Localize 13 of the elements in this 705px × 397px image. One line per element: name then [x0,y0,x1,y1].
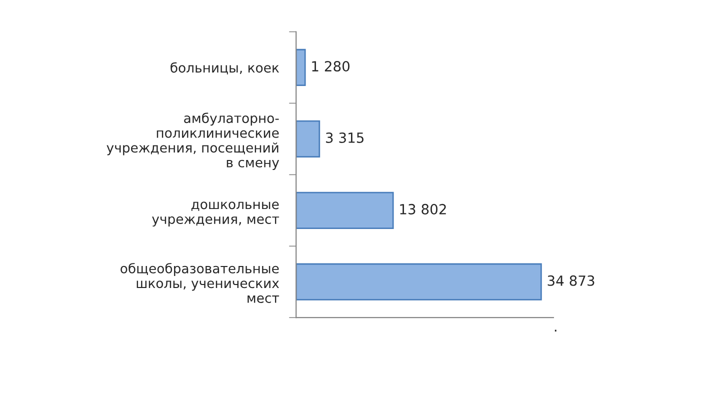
y-tick-label: общеобразовательные школы, ученических мест [120,262,280,303]
bar [296,48,306,86]
bar [296,192,394,229]
y-tick-label: дошкольные учреждения, мест [152,202,280,227]
bar [296,263,542,300]
data-label: 13 802 [400,204,446,214]
bar [296,120,320,158]
y-tick-label: больницы, коек [170,62,279,74]
data-label: 1 280 [312,61,350,72]
data-label: 34 873 [548,275,594,286]
data-label: 3 315 [326,132,364,143]
text: . [554,330,556,332]
y-tick-label: амбулаторно- поликлинические учреждения, посещений в смену [106,112,280,170]
